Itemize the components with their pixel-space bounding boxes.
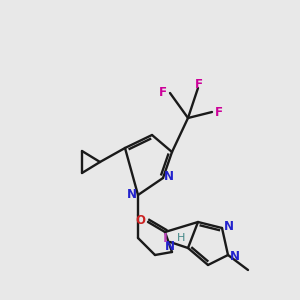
Text: N: N <box>164 169 174 182</box>
Text: N: N <box>127 188 137 200</box>
Text: N: N <box>165 239 175 253</box>
Text: H: H <box>177 233 185 243</box>
Text: F: F <box>195 77 203 91</box>
Text: N: N <box>224 220 234 232</box>
Text: O: O <box>135 214 145 227</box>
Text: N: N <box>230 250 240 263</box>
Text: F: F <box>215 106 223 119</box>
Text: I: I <box>163 232 167 244</box>
Text: F: F <box>159 85 167 98</box>
